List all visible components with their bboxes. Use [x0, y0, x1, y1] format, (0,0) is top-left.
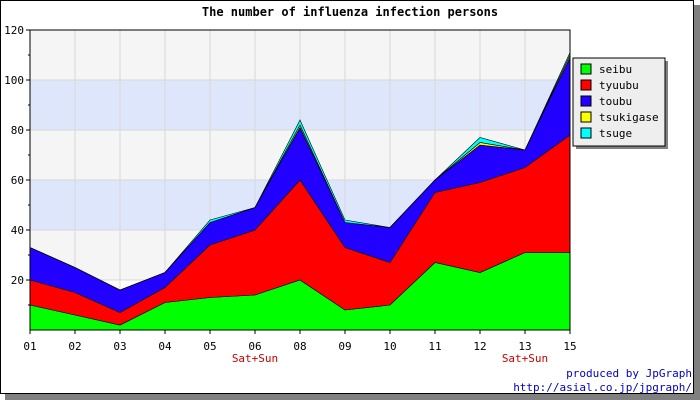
legend-label-toubu: toubu [599, 95, 632, 108]
x-tick-label: 11 [428, 340, 441, 353]
legend-swatch-tsukigase [580, 111, 592, 123]
x-tick-label: 01 [23, 340, 36, 353]
x-weekend-note: Sat+Sun [232, 352, 278, 365]
x-tick-label: 03 [113, 340, 126, 353]
y-tick-label: 100 [4, 74, 24, 87]
x-weekend-note: Sat+Sun [502, 352, 548, 365]
x-tick-label: 15 [563, 340, 576, 353]
y-tick-label: 60 [11, 174, 24, 187]
legend-swatch-seibu [580, 63, 592, 75]
y-tick-label: 80 [11, 124, 24, 137]
legend-label-seibu: seibu [599, 63, 632, 76]
x-tick-label: 02 [68, 340, 81, 353]
x-tick-label: 12 [473, 340, 486, 353]
x-tick-label: 08 [293, 340, 306, 353]
frame-shadow-right [694, 5, 700, 400]
x-tick-label: 05 [203, 340, 216, 353]
x-tick-label: 04 [158, 340, 172, 353]
legend-swatch-toubu [580, 95, 592, 107]
legend-swatch-tsuge [580, 127, 592, 139]
frame-shadow-bottom [5, 394, 700, 400]
y-tick-label: 20 [11, 274, 24, 287]
x-tick-label: 09 [338, 340, 351, 353]
x-tick-label: 10 [383, 340, 396, 353]
legend-label-tsukigase: tsukigase [599, 111, 659, 124]
legend-label-tsuge: tsuge [599, 127, 632, 140]
legend-swatch-tyuubu [580, 79, 592, 91]
y-tick-label: 40 [11, 224, 24, 237]
x-tick-label: 13 [518, 340, 531, 353]
chart-title: The number of influenza infection person… [202, 5, 498, 19]
legend-label-tyuubu: tyuubu [599, 79, 639, 92]
x-tick-label: 06 [248, 340, 261, 353]
credit-line-2: http://asial.co.jp/jpgraph/ [513, 381, 692, 394]
y-tick-label: 120 [4, 24, 24, 37]
credit-line-1: produced by JpGraph [566, 367, 692, 380]
